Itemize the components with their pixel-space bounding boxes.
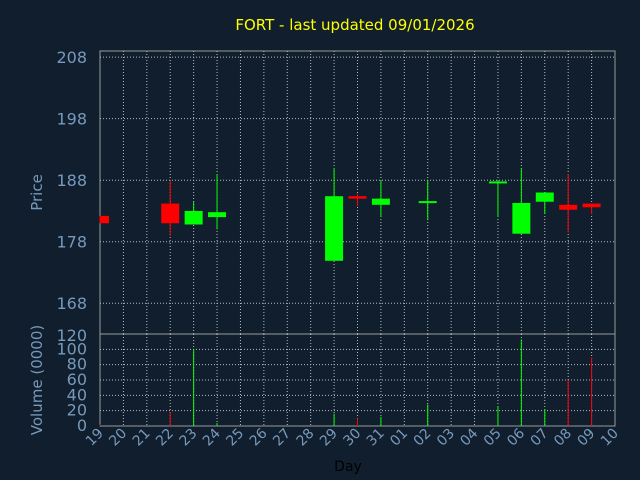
candle [371, 180, 390, 218]
candle [325, 167, 344, 261]
candle-body [325, 196, 344, 261]
volume-tick-label: 0 [77, 416, 87, 435]
candle-body [512, 202, 531, 234]
candle-body [488, 181, 507, 184]
volume-tick-label: 120 [56, 326, 87, 345]
candle [488, 180, 507, 218]
price-tick-label: 178 [56, 233, 87, 252]
candle [559, 174, 578, 233]
candle-body [208, 212, 227, 218]
volume-tick-label: 100 [56, 339, 87, 358]
volume-tick-label: 40 [67, 385, 87, 404]
candle [99, 215, 109, 224]
price-axis-label: Price [28, 174, 46, 211]
candle [184, 201, 203, 225]
candle-body [184, 210, 203, 225]
price-tick-label: 198 [56, 110, 87, 129]
volume-tick-label: 80 [67, 355, 87, 374]
x-axis-label: Day [334, 459, 362, 475]
candle-body [559, 204, 578, 210]
volume-axis-label: Volume (0000) [28, 325, 46, 435]
candle-body [348, 196, 367, 199]
volume-tick-label: 20 [67, 401, 87, 420]
candle [161, 180, 180, 236]
price-tick-label: 188 [56, 171, 87, 190]
candle [512, 167, 531, 234]
candle-body [161, 203, 180, 224]
candle [208, 174, 227, 230]
candle [418, 180, 437, 221]
volume-tick-label: 60 [67, 370, 87, 389]
candle-body [582, 203, 601, 208]
price-tick-label: 208 [56, 48, 87, 67]
candle [348, 193, 367, 207]
price-panel: 208 198 188 178 168 Price [28, 48, 616, 335]
candle-body [418, 201, 437, 204]
candle-body [100, 215, 109, 224]
candle [582, 203, 601, 215]
candle-body [371, 198, 390, 205]
candle-body [535, 192, 554, 202]
candle [535, 192, 554, 215]
volume-panel: 19 20 21 22 23 24 25 26 27 28 29 30 31 01 02 03 04 05 06 07… [28, 325, 622, 475]
chart-title: FORT - last updated 09/01/2026 [235, 16, 474, 34]
price-tick-label: 168 [56, 294, 87, 313]
